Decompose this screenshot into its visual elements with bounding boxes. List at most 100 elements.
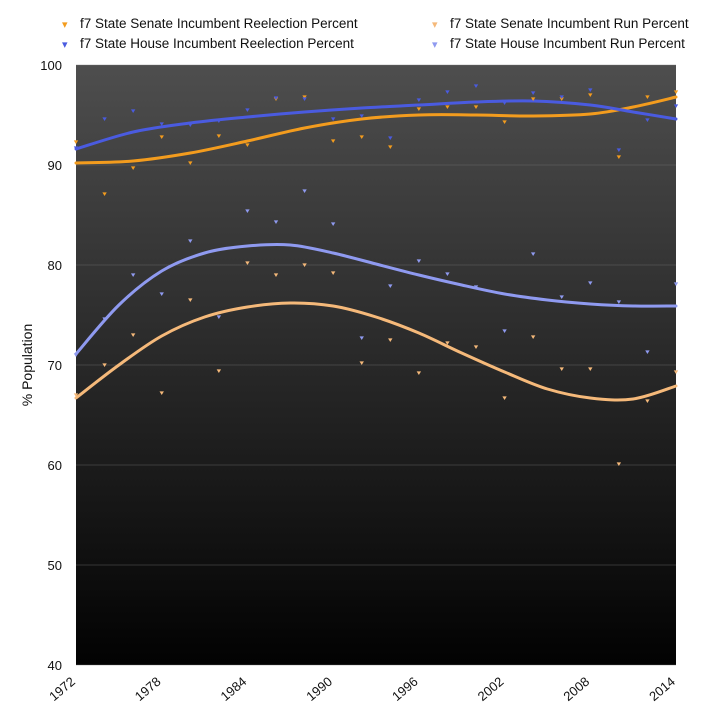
data-point-senate-reelection [73, 140, 79, 144]
data-point-house-run [445, 272, 450, 276]
data-point-house-reelection [388, 136, 393, 140]
data-point-house-run [102, 317, 107, 321]
data-point-senate-run [559, 367, 564, 371]
data-point-house-reelection [73, 146, 79, 150]
data-point-senate-reelection [130, 166, 136, 170]
data-point-house-run [616, 300, 622, 304]
data-point-senate-run [330, 271, 336, 275]
x-tick-label: 2014 [646, 674, 678, 704]
data-point-senate-reelection [616, 155, 622, 159]
data-point-senate-reelection [216, 134, 222, 138]
data-point-house-reelection [302, 97, 307, 101]
data-point-senate-reelection [473, 105, 479, 109]
y-axis-label: % Population [19, 324, 35, 407]
data-point-senate-reelection [302, 95, 307, 99]
data-point-house-run [330, 222, 336, 226]
data-point-senate-reelection [188, 161, 193, 165]
data-point-senate-reelection [388, 145, 393, 149]
y-tick-label: 50 [48, 558, 62, 573]
data-point-house-reelection [216, 119, 222, 123]
data-point-senate-run [102, 363, 107, 367]
data-point-senate-reelection [502, 120, 507, 124]
data-point-house-reelection [188, 123, 193, 127]
legend-item-house-run: ▾ f7 State House Incumbent Run Percent [432, 36, 685, 51]
legend-label: f7 State Senate Incumbent Reelection Per… [80, 16, 358, 31]
data-point-senate-run [473, 345, 479, 349]
x-tick-label: 1984 [218, 674, 250, 704]
data-point-senate-run [302, 263, 307, 267]
data-point-senate-reelection [530, 97, 536, 101]
data-point-senate-reelection [445, 105, 450, 109]
x-tick-label: 1978 [132, 674, 164, 704]
y-tick-label: 70 [48, 358, 62, 373]
data-point-house-run [188, 239, 193, 243]
data-point-house-reelection [359, 114, 364, 118]
data-point-house-reelection [473, 84, 479, 88]
legend-label: f7 State House Incumbent Run Percent [450, 36, 685, 51]
legend-marker: ▾ [62, 39, 68, 51]
data-point-senate-run [502, 396, 507, 400]
data-point-house-run [130, 273, 136, 277]
legend-item-house-reelection: ▾ f7 State House Incumbent Reelection Per… [62, 36, 354, 51]
data-point-senate-run [616, 462, 622, 466]
legend-marker: ▾ [62, 19, 68, 31]
legend-marker: ▾ [432, 19, 438, 31]
x-tick-label: 2008 [560, 674, 592, 704]
data-point-senate-reelection [673, 90, 679, 94]
legend-item-senate-reelection: ▾ f7 State Senate Incumbent Reelection Pe… [62, 16, 358, 31]
legend-label: f7 State House Incumbent Reelection Perc… [80, 36, 354, 51]
data-point-senate-run [588, 367, 593, 371]
data-point-house-run [359, 336, 364, 340]
data-point-house-reelection [559, 95, 564, 99]
data-point-house-run [530, 252, 536, 256]
data-point-house-reelection [530, 91, 536, 95]
data-point-house-reelection [616, 148, 622, 152]
data-point-house-run [159, 292, 164, 296]
data-point-senate-run [273, 273, 279, 277]
data-point-house-run [559, 295, 564, 299]
trend-line-senate-reelection [74, 95, 678, 165]
data-point-house-run [216, 315, 222, 319]
legend-item-senate-run: ▾ f7 State Senate Incumbent Run Percent [432, 16, 689, 31]
data-point-house-run [73, 353, 79, 357]
data-point-senate-run [359, 361, 364, 365]
x-tick-label: 2002 [475, 674, 507, 704]
x-tick-label: 1996 [389, 674, 421, 704]
data-point-house-run [588, 281, 593, 285]
data-point-senate-reelection [359, 135, 364, 139]
data-point-senate-run [188, 298, 193, 302]
data-point-senate-reelection [102, 192, 107, 196]
data-point-house-reelection [645, 118, 650, 122]
data-point-senate-run [388, 338, 393, 342]
data-point-senate-reelection [559, 97, 564, 101]
data-point-senate-run [645, 399, 650, 403]
y-tick-label: 90 [48, 158, 62, 173]
y-tick-label: 40 [48, 658, 62, 673]
data-point-house-run [473, 285, 479, 289]
y-tick-label: 60 [48, 458, 62, 473]
data-point-house-reelection [102, 117, 107, 121]
data-point-house-reelection [588, 88, 593, 92]
data-point-house-run [302, 189, 307, 193]
data-point-house-run [273, 220, 279, 224]
data-point-house-reelection [245, 108, 250, 112]
trend-line-senate-run [74, 301, 678, 402]
data-point-house-reelection [502, 101, 507, 105]
data-point-house-reelection [445, 90, 450, 94]
legend-marker: ▾ [432, 39, 438, 51]
data-point-senate-run [245, 261, 250, 265]
x-tick-label: 1990 [303, 674, 335, 704]
data-point-house-reelection [130, 109, 136, 113]
x-tick-label: 1972 [46, 674, 78, 704]
data-point-senate-reelection [330, 139, 336, 143]
data-point-senate-run [673, 370, 679, 374]
data-point-house-reelection [273, 96, 279, 100]
data-point-house-run [388, 284, 393, 288]
data-point-house-reelection [673, 104, 679, 108]
y-tick-label: 100 [40, 58, 62, 73]
data-point-senate-run [159, 391, 164, 395]
data-point-house-reelection [159, 122, 164, 126]
data-point-house-run [645, 350, 650, 354]
data-point-senate-run [530, 335, 536, 339]
data-point-house-run [245, 209, 250, 213]
